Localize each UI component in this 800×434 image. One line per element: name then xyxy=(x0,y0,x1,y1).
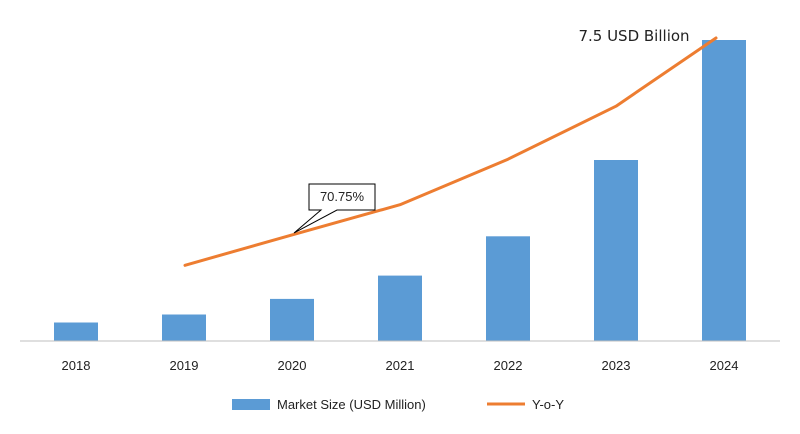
x-tick-2024: 2024 xyxy=(710,358,739,373)
x-tick-2020: 2020 xyxy=(278,358,307,373)
bar-2018 xyxy=(54,322,98,341)
bar-2019 xyxy=(162,314,206,341)
x-tick-2018: 2018 xyxy=(62,358,91,373)
callout-label: 70.75% xyxy=(320,189,365,204)
x-tick-2021: 2021 xyxy=(386,358,415,373)
x-tick-2023: 2023 xyxy=(602,358,631,373)
bar-2024 xyxy=(702,40,746,341)
x-tick-2022: 2022 xyxy=(494,358,523,373)
x-tick-labels: 2018 2019 2020 2021 2022 2023 2024 xyxy=(62,358,739,373)
legend-label-yoy: Y-o-Y xyxy=(532,397,564,412)
x-tick-2019: 2019 xyxy=(170,358,199,373)
bar-2022 xyxy=(486,236,530,341)
yoy-line xyxy=(183,36,718,267)
legend-label-market-size: Market Size (USD Million) xyxy=(277,397,426,412)
yoy-callout: 70.75% xyxy=(293,183,376,234)
callout-box xyxy=(293,183,376,234)
legend-swatch-market-size xyxy=(232,399,270,410)
bar-2021 xyxy=(378,275,422,341)
legend: Market Size (USD Million) Y-o-Y xyxy=(232,397,564,412)
bar-2020 xyxy=(270,298,314,341)
final-value-annotation: 7.5 USD Billion xyxy=(578,27,689,45)
bar-series xyxy=(54,40,746,341)
bar-2023 xyxy=(594,160,638,341)
